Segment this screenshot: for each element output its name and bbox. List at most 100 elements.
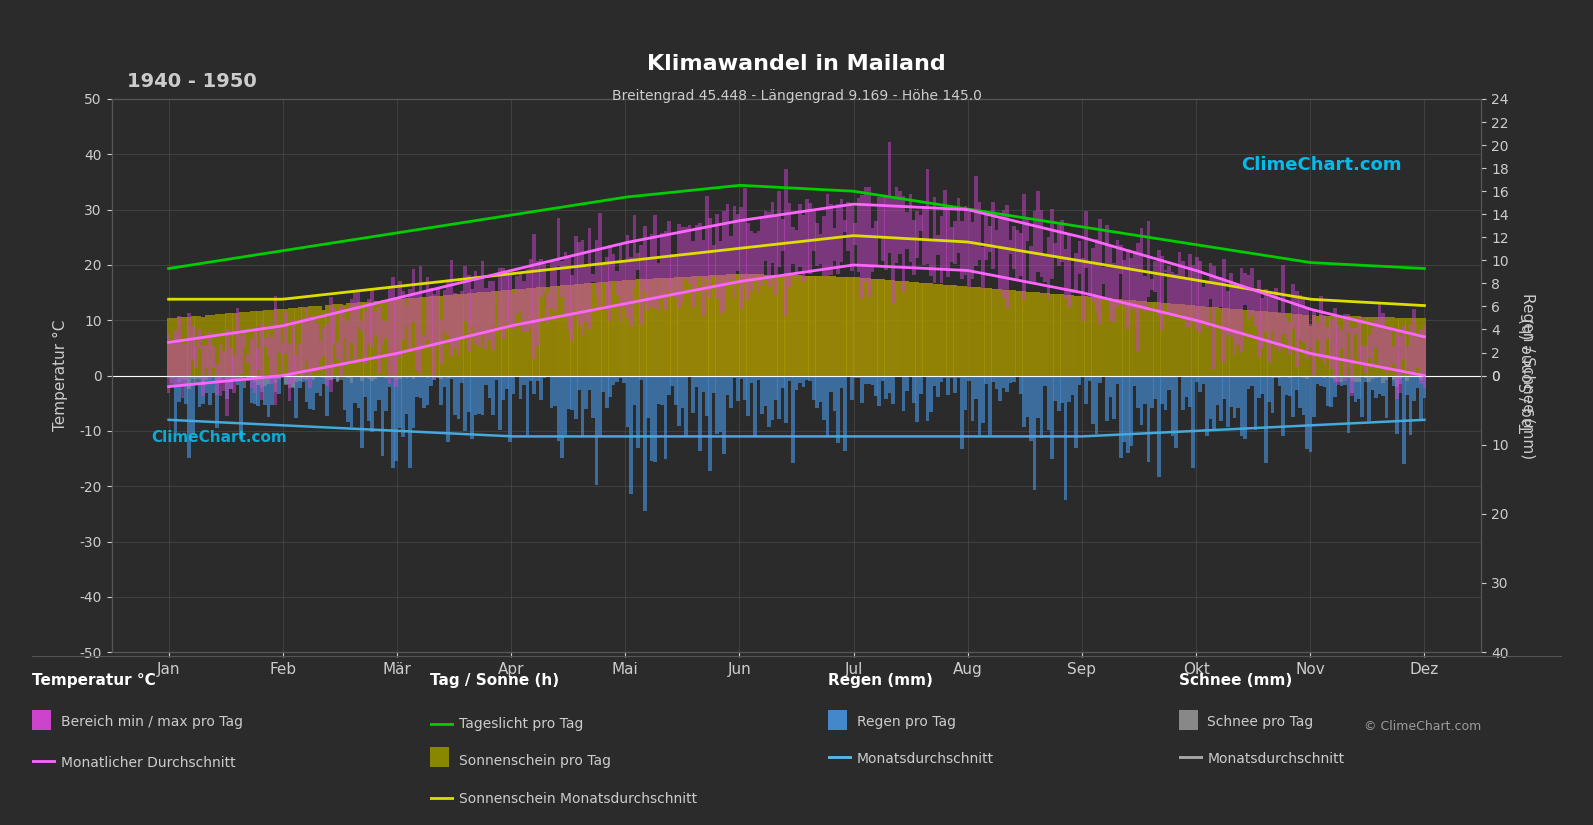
Bar: [325, 305, 330, 375]
Bar: [1144, 276, 1147, 312]
Bar: [1192, 305, 1195, 375]
Bar: [1064, 248, 1067, 298]
Bar: [1047, 238, 1050, 299]
Bar: [685, 227, 688, 280]
Bar: [295, 375, 298, 383]
Bar: [408, 298, 413, 375]
Bar: [1392, 375, 1395, 380]
Bar: [287, 375, 292, 384]
Bar: [819, 234, 822, 264]
Bar: [588, 283, 591, 375]
Bar: [1381, 313, 1384, 365]
Bar: [1247, 310, 1251, 375]
Bar: [436, 375, 440, 378]
Bar: [322, 375, 325, 378]
Bar: [753, 233, 757, 279]
Bar: [1254, 290, 1257, 326]
Bar: [1144, 375, 1147, 404]
Y-axis label: Regen / Schnee (mm): Regen / Schnee (mm): [1520, 293, 1536, 459]
Bar: [229, 348, 233, 389]
Bar: [1029, 375, 1032, 441]
Bar: [1198, 306, 1203, 375]
Bar: [470, 293, 475, 375]
Bar: [650, 375, 653, 461]
Bar: [502, 290, 505, 375]
Bar: [843, 220, 846, 232]
Bar: [1168, 304, 1171, 375]
Bar: [446, 280, 449, 335]
Bar: [953, 221, 957, 264]
Bar: [1088, 375, 1091, 381]
Bar: [591, 283, 594, 375]
Bar: [632, 375, 636, 405]
Bar: [370, 305, 374, 375]
Bar: [1160, 256, 1164, 331]
Bar: [185, 375, 188, 380]
Bar: [473, 271, 478, 343]
Bar: [177, 318, 180, 375]
Bar: [1333, 309, 1337, 381]
Bar: [916, 211, 919, 257]
Bar: [1384, 375, 1388, 380]
Bar: [1064, 295, 1067, 375]
Text: © ClimeChart.com: © ClimeChart.com: [1364, 719, 1481, 733]
Bar: [1416, 375, 1419, 389]
Bar: [452, 375, 457, 415]
Bar: [763, 275, 768, 375]
Bar: [851, 204, 854, 271]
Bar: [239, 313, 242, 375]
Bar: [1408, 375, 1413, 435]
Bar: [605, 281, 609, 375]
Bar: [215, 314, 218, 375]
Bar: [1367, 317, 1372, 375]
Bar: [218, 344, 221, 395]
Bar: [185, 375, 188, 404]
Bar: [926, 169, 929, 264]
Bar: [656, 263, 661, 312]
Bar: [1268, 375, 1271, 402]
Bar: [626, 234, 629, 318]
Bar: [1413, 375, 1416, 401]
Bar: [739, 274, 742, 375]
Bar: [245, 312, 250, 375]
Bar: [1153, 262, 1157, 292]
Bar: [266, 375, 271, 384]
Bar: [1219, 308, 1223, 375]
Bar: [639, 280, 644, 375]
Bar: [263, 375, 268, 385]
Bar: [1005, 205, 1008, 308]
Bar: [564, 252, 567, 318]
Bar: [1032, 292, 1037, 375]
Bar: [846, 202, 851, 252]
Bar: [1070, 375, 1074, 394]
Bar: [706, 196, 709, 279]
Bar: [1316, 323, 1319, 340]
Bar: [1330, 375, 1333, 407]
Bar: [1313, 309, 1316, 375]
Bar: [1139, 229, 1144, 308]
Bar: [1239, 375, 1244, 436]
Bar: [585, 284, 588, 375]
Bar: [570, 275, 573, 341]
Bar: [446, 295, 449, 375]
Bar: [763, 375, 768, 407]
Bar: [366, 299, 371, 343]
Bar: [374, 311, 378, 335]
Bar: [854, 375, 857, 378]
Bar: [307, 307, 312, 375]
Text: Tageslicht pro Tag: Tageslicht pro Tag: [459, 718, 583, 731]
Bar: [398, 280, 401, 357]
Bar: [1180, 261, 1185, 319]
Bar: [895, 375, 898, 376]
Bar: [964, 375, 967, 411]
Bar: [1251, 310, 1254, 375]
Bar: [1305, 375, 1309, 450]
Bar: [370, 288, 374, 347]
Bar: [263, 338, 268, 346]
Bar: [256, 375, 260, 385]
Bar: [789, 203, 792, 287]
Bar: [825, 276, 830, 375]
Bar: [623, 280, 626, 375]
Bar: [1340, 375, 1343, 382]
Bar: [1372, 328, 1375, 366]
